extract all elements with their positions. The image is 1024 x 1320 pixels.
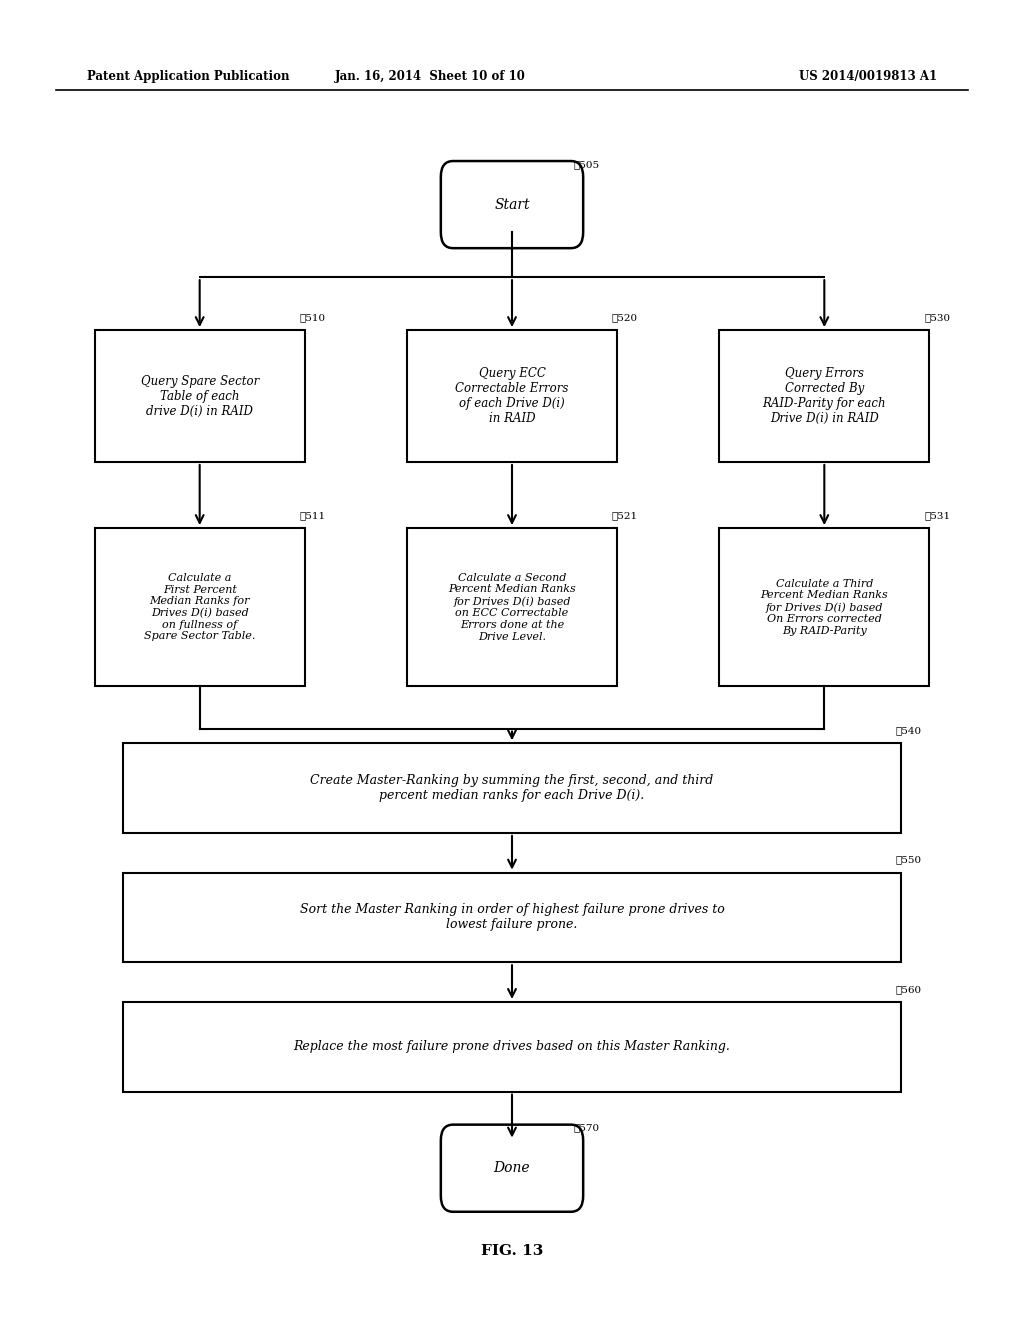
Text: FIG. 13: FIG. 13 (481, 1245, 543, 1258)
FancyBboxPatch shape (408, 528, 616, 686)
FancyBboxPatch shape (440, 1125, 584, 1212)
Text: Done: Done (494, 1162, 530, 1175)
Text: ⸏520: ⸏520 (612, 313, 638, 322)
Text: ⸏510: ⸏510 (299, 313, 326, 322)
Text: ⸏560: ⸏560 (896, 985, 923, 994)
FancyBboxPatch shape (123, 743, 901, 833)
Text: Sort the Master Ranking in order of highest failure prone drives to
lowest failu: Sort the Master Ranking in order of high… (300, 903, 724, 932)
FancyBboxPatch shape (408, 330, 616, 462)
Text: Start: Start (495, 198, 529, 211)
FancyBboxPatch shape (440, 161, 584, 248)
FancyBboxPatch shape (719, 528, 930, 686)
Text: Query Spare Sector
Table of each
drive D(i) in RAID: Query Spare Sector Table of each drive D… (140, 375, 259, 417)
Text: Jan. 16, 2014  Sheet 10 of 10: Jan. 16, 2014 Sheet 10 of 10 (335, 70, 525, 83)
FancyBboxPatch shape (123, 1002, 901, 1092)
Text: ⸏531: ⸏531 (925, 511, 950, 520)
Text: ⸏540: ⸏540 (896, 726, 923, 735)
Text: Calculate a Second
Percent Median Ranks
for Drives D(i) based
on ECC Correctable: Calculate a Second Percent Median Ranks … (449, 573, 575, 642)
FancyBboxPatch shape (95, 330, 305, 462)
Text: ⸏511: ⸏511 (299, 511, 326, 520)
Text: Calculate a
First Percent
Median Ranks for
Drives D(i) based
on fullness of
Spar: Calculate a First Percent Median Ranks f… (144, 573, 255, 642)
FancyBboxPatch shape (95, 528, 305, 686)
Text: Query ECC
Correctable Errors
of each Drive D(i)
in RAID: Query ECC Correctable Errors of each Dri… (456, 367, 568, 425)
FancyBboxPatch shape (123, 873, 901, 962)
Text: ⸏550: ⸏550 (896, 855, 923, 865)
Text: ⸏530: ⸏530 (925, 313, 950, 322)
Text: Replace the most failure prone drives based on this Master Ranking.: Replace the most failure prone drives ba… (294, 1040, 730, 1053)
Text: Patent Application Publication: Patent Application Publication (87, 70, 290, 83)
Text: Calculate a Third
Percent Median Ranks
for Drives D(i) based
On Errors corrected: Calculate a Third Percent Median Ranks f… (761, 578, 888, 636)
Text: ⸏570: ⸏570 (573, 1123, 600, 1133)
Text: ⸏521: ⸏521 (612, 511, 638, 520)
Text: ⸏505: ⸏505 (573, 160, 600, 169)
Text: Query Errors
Corrected By
RAID-Parity for each
Drive D(i) in RAID: Query Errors Corrected By RAID-Parity fo… (763, 367, 886, 425)
Text: US 2014/0019813 A1: US 2014/0019813 A1 (799, 70, 937, 83)
FancyBboxPatch shape (719, 330, 930, 462)
Text: Create Master-Ranking by summing the first, second, and third
percent median ran: Create Master-Ranking by summing the fir… (310, 774, 714, 803)
